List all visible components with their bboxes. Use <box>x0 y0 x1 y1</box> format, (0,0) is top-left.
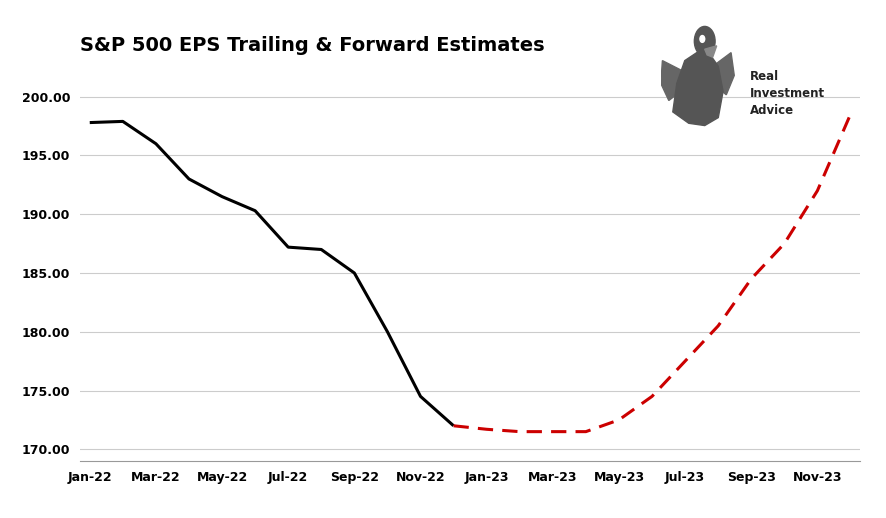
Polygon shape <box>660 61 688 100</box>
Circle shape <box>699 36 703 42</box>
Text: S&P 500 EPS Trailing & Forward Estimates: S&P 500 EPS Trailing & Forward Estimates <box>80 36 544 55</box>
Text: Real
Investment
Advice: Real Investment Advice <box>749 70 824 117</box>
Polygon shape <box>710 53 734 95</box>
Polygon shape <box>703 46 716 57</box>
Circle shape <box>694 26 714 56</box>
Polygon shape <box>672 53 722 125</box>
